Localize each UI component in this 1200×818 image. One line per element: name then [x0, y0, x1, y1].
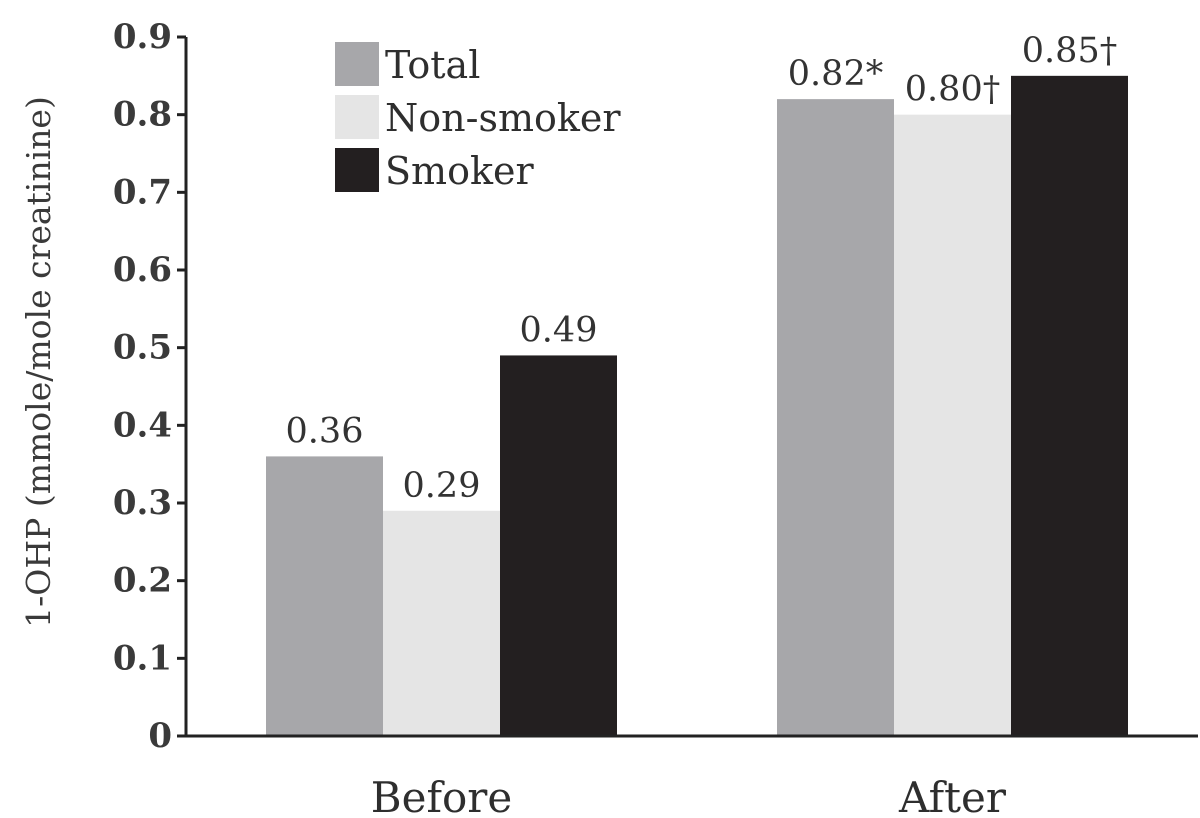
data-label: 0.85† [1022, 31, 1117, 71]
bars-layer [266, 75, 1128, 737]
bar-before-non-smoker [383, 510, 500, 736]
y-tick-label: 0.7 [113, 172, 172, 212]
legend-swatch [335, 42, 379, 86]
y-axis-title: 1-OHP (mmole/mole creatinine) [19, 96, 58, 628]
y-tick-label: 0.5 [113, 328, 172, 368]
y-tick-label: 0.6 [113, 250, 172, 290]
data-label: 0.29 [403, 466, 481, 506]
y-tick-label: 0 [148, 716, 172, 756]
y-tick-label: 0.9 [113, 17, 172, 57]
bar-after-smoker [1011, 75, 1128, 737]
data-label: 0.36 [286, 411, 364, 451]
bar-after-total [777, 99, 894, 737]
y-tick-label: 0.2 [113, 561, 172, 601]
data-label: 0.80† [905, 70, 1000, 110]
x-axis-category-labels: Before After [371, 773, 1007, 818]
y-axis-ticks: 0 0.1 0.2 0.3 0.4 0.5 0.6 0.7 0.8 0.9 [113, 17, 186, 756]
x-category-label: Before [371, 773, 512, 818]
y-tick-label: 0.3 [113, 483, 172, 523]
legend-label: Smoker [385, 149, 534, 193]
data-label: 0.82* [788, 54, 883, 94]
legend-label: Non-smoker [385, 96, 621, 140]
data-label: 0.49 [520, 310, 598, 350]
bar-before-total [266, 456, 383, 736]
y-tick-label: 0.8 [113, 95, 172, 135]
legend-label: Total [385, 43, 480, 87]
legend: Total Non-smoker Smoker [335, 42, 621, 193]
y-tick-label: 0.4 [113, 405, 172, 445]
x-category-label: After [898, 773, 1007, 818]
bar-after-non-smoker [894, 114, 1011, 736]
legend-swatch [335, 148, 379, 192]
data-labels-layer: 0.36 0.82* 0.29 0.80† 0.49 0.85† [286, 31, 1118, 506]
legend-swatch [335, 95, 379, 139]
y-tick-label: 0.1 [113, 638, 172, 678]
bar-before-smoker [500, 355, 617, 736]
